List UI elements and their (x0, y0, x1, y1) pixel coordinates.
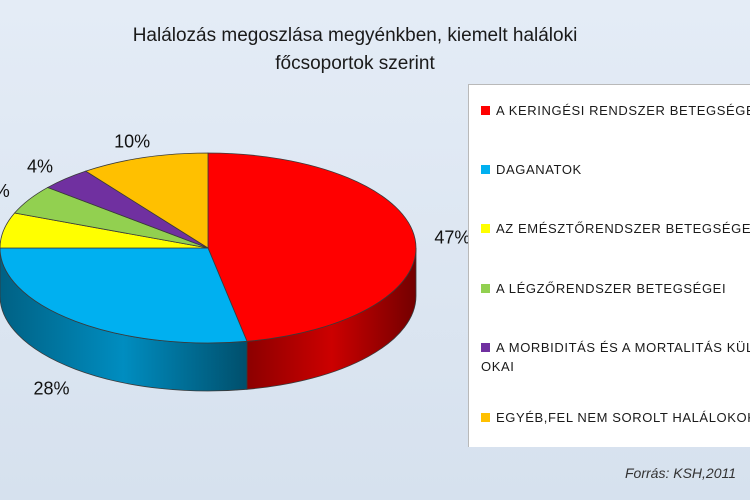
pie-label-legzorendszer: 5% (0, 181, 10, 201)
legend-item-legzorendszer: A LÉGZŐRENDSZER BETEGSÉGEI (481, 279, 726, 298)
legend-label-emesztorendszer: AZ EMÉSZTŐRENDSZER BETEGSÉGEI (496, 221, 750, 236)
legend-swatch-keringesi (481, 106, 490, 115)
legend-swatch-legzorendszer (481, 284, 490, 293)
legend-label-daganatok: DAGANATOK (496, 162, 582, 177)
legend-label-legzorendszer: A LÉGZŐRENDSZER BETEGSÉGEI (496, 281, 727, 296)
pie-label-egyeb: 10% (114, 131, 150, 151)
legend-swatch-emesztorendszer (481, 224, 490, 233)
legend-item-kulso-okai: A MORBIDITÁS ÉS A MORTALITÁS KÜLSŐ OKAI (481, 338, 750, 376)
pie-label-daganatok: 28% (34, 378, 70, 398)
legend-swatch-kulso-okai (481, 343, 490, 352)
legend-item-keringesi: A KERINGÉSI RENDSZER BETEGSÉGEI (481, 101, 750, 120)
legend-label-egyeb: EGYÉB,FEL NEM SOROLT HALÁLOKOK (496, 410, 750, 425)
legend-label-kulso-okai: A MORBIDITÁS ÉS A MORTALITÁS KÜLSŐ OKAI (481, 340, 750, 374)
legend-swatch-daganatok (481, 165, 490, 174)
pie-slice-egyeb (84, 152, 209, 249)
legend-item-emesztorendszer: AZ EMÉSZTŐRENDSZER BETEGSÉGEI (481, 219, 750, 238)
source-note: Forrás: KSH,2011 (625, 465, 737, 481)
pie-label-kulso-okai: 4% (27, 156, 53, 176)
legend: A KERINGÉSI RENDSZER BETEGSÉGEI DAGANATO… (468, 84, 750, 447)
pie-chart: 47%28%6%5%4%10% (0, 131, 470, 398)
legend-item-egyeb: EGYÉB,FEL NEM SOROLT HALÁLOKOK (481, 408, 750, 427)
legend-label-keringesi: A KERINGÉSI RENDSZER BETEGSÉGEI (496, 103, 750, 118)
legend-item-daganatok: DAGANATOK (481, 160, 582, 179)
chart-title: Halálozás megoszlása megyénkben, kiemelt… (132, 25, 578, 74)
pie-slice-daganatok (0, 247, 248, 344)
pie-label-keringesi: 47% (434, 227, 470, 247)
legend-swatch-egyeb (481, 413, 490, 422)
pie-slice-keringesi (207, 152, 417, 342)
